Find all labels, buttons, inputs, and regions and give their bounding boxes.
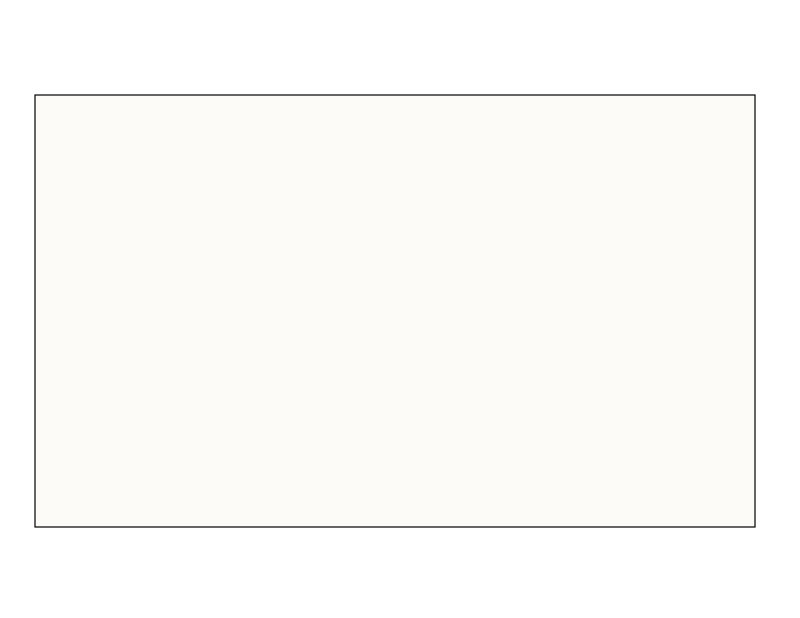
map-frame [34, 94, 756, 528]
field-background [35, 95, 755, 527]
contour-field [35, 95, 755, 527]
